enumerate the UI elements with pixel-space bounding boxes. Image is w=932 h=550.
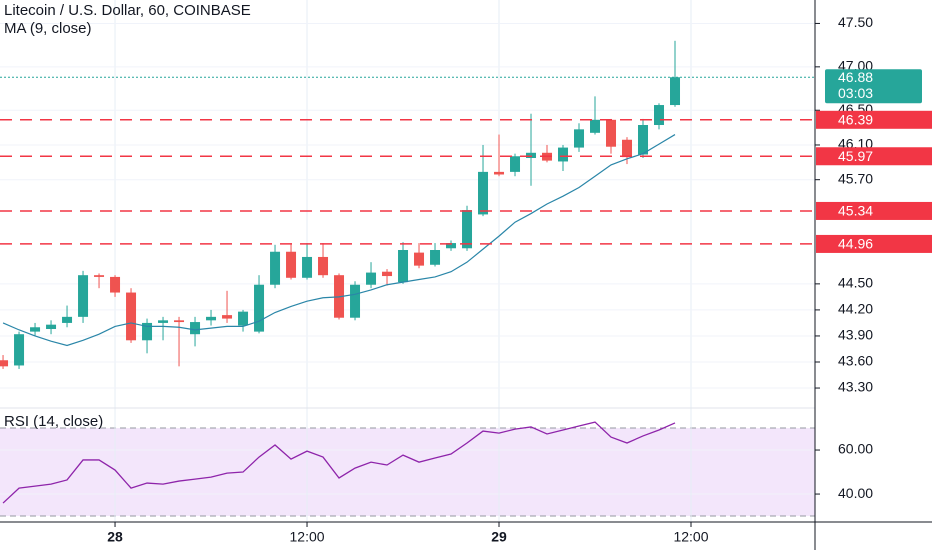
- candle-body: [126, 292, 137, 341]
- candle-body: [638, 125, 649, 155]
- candle-body: [382, 271, 393, 277]
- candle-body: [654, 105, 665, 126]
- level-label: 45.34: [838, 203, 873, 219]
- level-label: 45.97: [838, 148, 873, 164]
- candle-body: [46, 324, 57, 330]
- last-price-box: [825, 69, 922, 104]
- chart-title: Litecoin / U.S. Dollar, 60, COINBASE: [4, 2, 251, 19]
- candle-body: [494, 171, 505, 175]
- y-tick-label: 43.60: [838, 353, 873, 369]
- countdown-label: 03:03: [838, 85, 873, 101]
- candle-body: [254, 284, 265, 332]
- level-label-box: [816, 110, 932, 129]
- candle-body: [414, 252, 425, 266]
- candle-body: [158, 320, 169, 323]
- rsi-line: [2, 421, 676, 504]
- candle-body: [190, 322, 201, 335]
- candle-body: [222, 315, 233, 319]
- candle-body: [62, 316, 73, 323]
- candle-body: [366, 272, 377, 285]
- x-tick-label: 28: [107, 529, 123, 545]
- x-tick-label: 12:00: [673, 529, 708, 545]
- candle-body: [30, 327, 41, 332]
- candle-body: [478, 171, 489, 215]
- plot-layer: [0, 0, 815, 522]
- candle-body: [174, 320, 185, 323]
- x-tick-label: 12:00: [290, 529, 325, 545]
- candle-body: [14, 334, 25, 366]
- level-label: 46.39: [838, 111, 873, 127]
- rsi-band: [0, 428, 815, 517]
- candle-body: [510, 156, 521, 172]
- level-label: 44.96: [838, 236, 873, 252]
- candle-body: [286, 251, 297, 278]
- y-tick-label: 40.00: [838, 485, 873, 501]
- candle-body: [302, 256, 313, 278]
- y-tick-label: 45.70: [838, 170, 873, 186]
- candle-body: [558, 147, 569, 162]
- x-tick-label: 29: [491, 529, 507, 545]
- candle-body: [206, 316, 217, 321]
- candle-body: [670, 77, 681, 106]
- y-tick-label: 44.50: [838, 275, 873, 291]
- candle-body: [574, 129, 585, 148]
- y-tick-label: 47.50: [838, 14, 873, 30]
- candle-body: [398, 250, 409, 283]
- ma-line: [2, 134, 676, 347]
- y-tick-label: 43.90: [838, 327, 873, 343]
- candle-body: [622, 139, 633, 158]
- candle-body: [238, 311, 249, 326]
- candle-body: [606, 119, 617, 147]
- candle-body: [526, 152, 537, 158]
- last-price-label: 46.88: [838, 69, 873, 85]
- candle-body: [350, 284, 361, 318]
- level-label-box: [816, 147, 932, 166]
- candle-body: [142, 322, 153, 341]
- level-label-box: [816, 234, 932, 253]
- candle-body: [94, 275, 105, 277]
- candle-body: [590, 119, 601, 133]
- candle-body: [318, 256, 329, 276]
- candle-body: [430, 250, 441, 265]
- candle-body: [446, 243, 457, 249]
- candle-body: [270, 251, 281, 285]
- candle-body: [78, 275, 89, 317]
- level-label-box: [816, 201, 932, 220]
- rsi-legend: RSI (14, close): [4, 413, 103, 430]
- candle-body: [0, 360, 9, 367]
- candle-body: [110, 276, 121, 293]
- ma-legend: MA (9, close): [4, 20, 92, 37]
- y-tick-label: 43.30: [838, 379, 873, 395]
- candle-body: [462, 210, 473, 249]
- y-tick-label: 60.00: [838, 441, 873, 457]
- y-tick-label: 44.20: [838, 301, 873, 317]
